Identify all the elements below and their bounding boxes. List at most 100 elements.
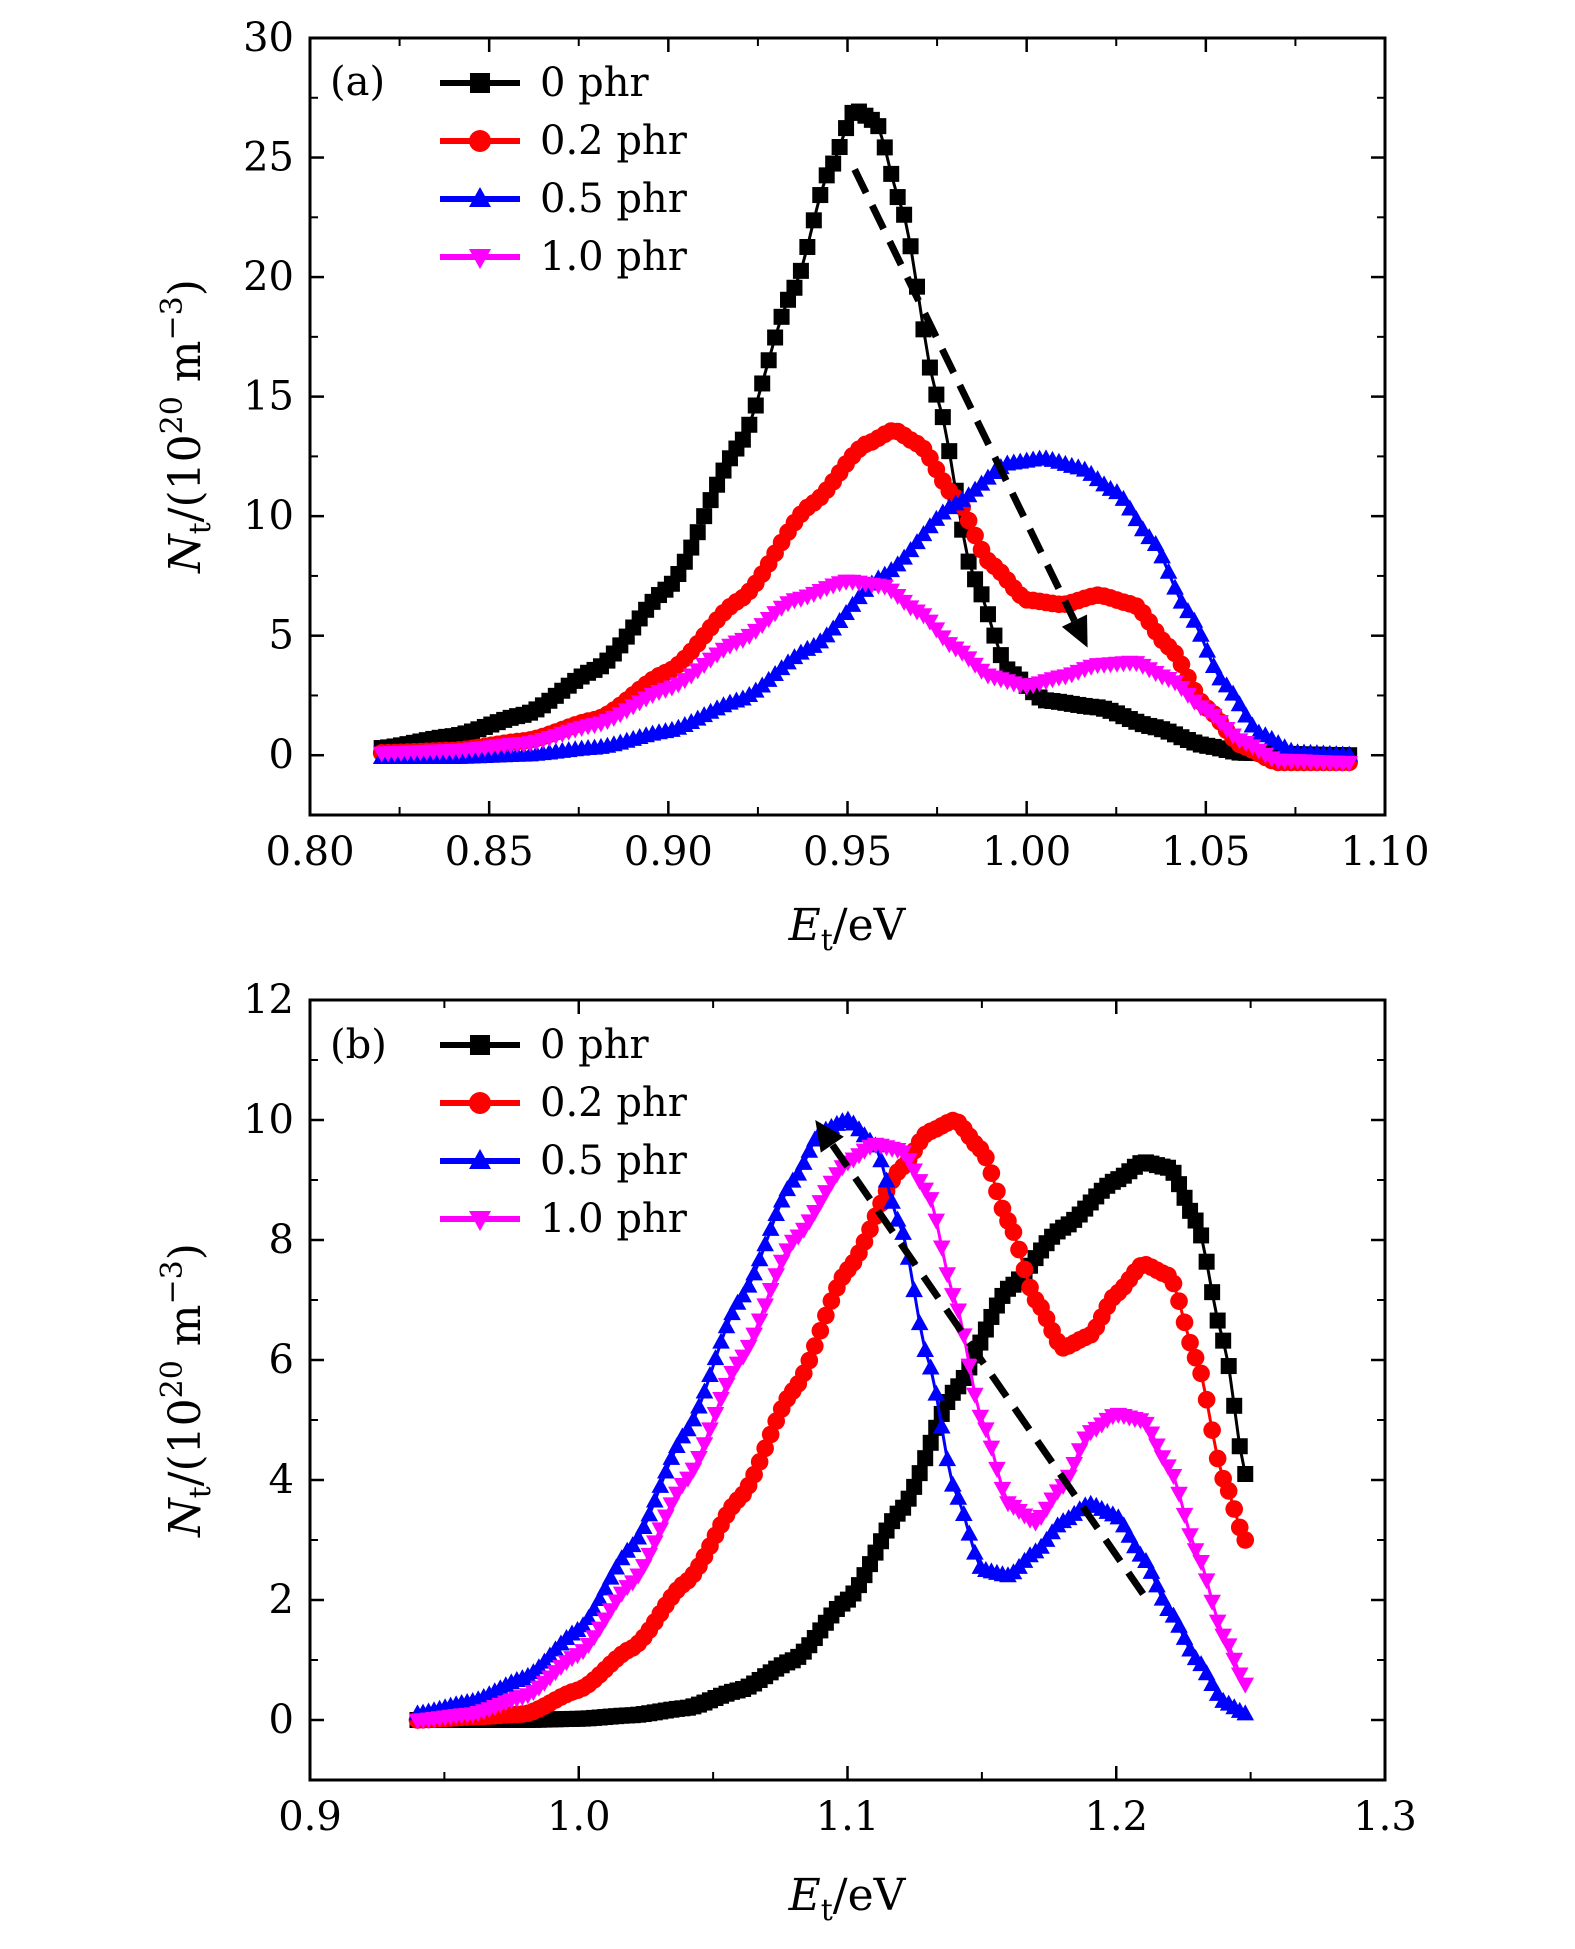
data-point (1236, 1531, 1255, 1549)
data-point (888, 1210, 907, 1227)
data-point (1059, 1469, 1078, 1486)
data-point (894, 1223, 912, 1240)
data-point (723, 1304, 741, 1321)
data-point (908, 533, 926, 550)
data-point (960, 553, 977, 570)
data-point (1208, 1449, 1227, 1468)
data-point (739, 1276, 758, 1293)
data-point (986, 627, 1003, 644)
data-point (1225, 1652, 1244, 1669)
data-point (754, 375, 771, 392)
data-point (1197, 1664, 1216, 1681)
y-tick-label: 2 (269, 1577, 294, 1623)
data-point (657, 1462, 675, 1479)
data-point (1226, 1397, 1243, 1414)
data-point (1219, 1638, 1238, 1655)
data-point (917, 1450, 934, 1467)
data-point (1209, 1312, 1226, 1329)
data-point (1181, 1528, 1199, 1545)
data-point (1215, 1332, 1232, 1349)
data-point (1236, 1704, 1255, 1721)
data-point (701, 1366, 719, 1383)
data-point (966, 1387, 984, 1404)
data-point (662, 1448, 681, 1465)
data-point (806, 1337, 824, 1355)
legend-label: 0.2 phr (540, 118, 688, 164)
data-point (1120, 1526, 1139, 1543)
data-point (1225, 1500, 1244, 1518)
data-point (1185, 611, 1204, 628)
x-tick-label: 1.05 (1161, 829, 1250, 875)
data-point (1010, 1240, 1028, 1259)
data-point (767, 329, 784, 346)
data-point (717, 1317, 736, 1334)
data-point (921, 1358, 940, 1375)
x-tick-label: 0.85 (445, 829, 534, 875)
data-point (817, 1306, 835, 1325)
y-axis-label-b: Nt/(1020 m−3) (155, 1243, 218, 1538)
data-point (1219, 1482, 1238, 1500)
data-point (640, 1505, 659, 1522)
data-point (922, 1434, 939, 1451)
data-point (690, 1450, 708, 1467)
data-point (1164, 1274, 1183, 1293)
curves-a (372, 103, 1358, 773)
data-point (684, 1410, 703, 1427)
data-point (1204, 1284, 1221, 1301)
data-point (972, 1334, 989, 1351)
data-point (1170, 1292, 1188, 1310)
data-point (1237, 706, 1255, 723)
ticks-b: 0.9 1.0 1.1 1.2 1.3 0 2 4 6 8 10 12 (243, 977, 1417, 1840)
data-point (645, 1491, 664, 1508)
y-axis-label-a: Nt/(1020 m−3) (155, 279, 218, 574)
x-axis-label-a: Et/eV (788, 900, 907, 958)
data-point (684, 1462, 703, 1479)
y-tick-label: 6 (269, 1337, 294, 1383)
legend-label: 0.2 phr (540, 1080, 688, 1126)
data-point (668, 1436, 686, 1453)
data-point (1137, 1552, 1155, 1569)
data-point (916, 1182, 934, 1199)
chart-panel-a: 0.80 0.85 0.90 0.95 1.00 1.05 1.10 0 5 10 15 20 25 30… (155, 15, 1430, 958)
data-point (1159, 562, 1178, 579)
data-point (905, 1163, 923, 1180)
data-point (870, 118, 887, 135)
arrow-shaft (829, 1142, 1147, 1596)
data-point (993, 1481, 1012, 1498)
data-point (750, 1453, 769, 1471)
x-tick-label: 1.2 (1084, 1794, 1148, 1840)
data-point (717, 1378, 736, 1395)
data-point (889, 189, 906, 206)
data-point (800, 1141, 819, 1158)
data-point (651, 1522, 670, 1539)
legend-marker (470, 1035, 490, 1055)
data-point (761, 1425, 780, 1444)
data-point (916, 1340, 934, 1357)
data-point (1214, 1628, 1232, 1645)
data-point (756, 1235, 774, 1252)
data-point (979, 606, 996, 623)
data-point (1198, 1253, 1215, 1270)
data-point (896, 206, 913, 223)
data-point (811, 1321, 830, 1340)
data-point (883, 1192, 901, 1209)
data-point (982, 1440, 1001, 1457)
data-point (747, 397, 764, 414)
data-point (679, 1420, 697, 1437)
data-point (1208, 1614, 1227, 1631)
data-point (1070, 1443, 1089, 1460)
series-1 (409, 1154, 1254, 1728)
data-point (761, 1219, 780, 1236)
data-point (773, 308, 790, 325)
y-tick-label: 12 (243, 977, 294, 1023)
legend-label: 1.0 phr (540, 234, 688, 280)
data-point (1186, 1348, 1205, 1367)
data-point (927, 1384, 946, 1401)
data-point (825, 155, 842, 172)
data-point (977, 1321, 994, 1338)
arrow-a (851, 167, 1088, 648)
data-point (1127, 510, 1146, 527)
data-point (1192, 625, 1210, 642)
data-point (812, 187, 829, 204)
